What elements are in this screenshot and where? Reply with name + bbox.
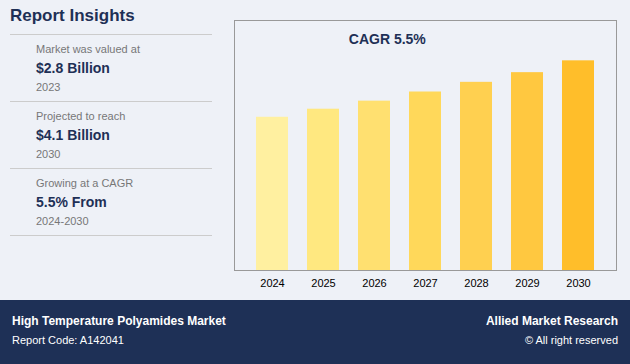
svg-text:2030: 2030 bbox=[566, 277, 590, 289]
html-text:Report Insights: Report Insights bbox=[10, 6, 135, 25]
html-text:5.5% From: 5.5% From bbox=[36, 194, 107, 210]
html-text:2023: 2023 bbox=[36, 81, 61, 93]
svg-text:CAGR 5.5%: CAGR 5.5% bbox=[349, 31, 427, 47]
svg-text:2024: 2024 bbox=[260, 277, 284, 289]
html-text:High Temperature Polyamides Ma: High Temperature Polyamides Market bbox=[12, 314, 226, 328]
html-text:Report Code: A142041: Report Code: A142041 bbox=[12, 334, 124, 346]
svg-text:2028: 2028 bbox=[464, 277, 488, 289]
svg-text:2025: 2025 bbox=[311, 277, 335, 289]
html-text:Projected to reach: Projected to reach bbox=[36, 110, 126, 122]
html-text:Allied Market Research: Allied Market Research bbox=[485, 314, 618, 328]
html-text:$2.8 Billion: $2.8 Billion bbox=[36, 60, 110, 76]
html-text:Growing at a CAGR: Growing at a CAGR bbox=[36, 177, 134, 189]
html-text:2030: 2030 bbox=[36, 148, 61, 160]
html-text:Market was valued at: Market was valued at bbox=[36, 43, 140, 55]
svg-text:2027: 2027 bbox=[413, 277, 437, 289]
html-text:© All right reserved: © All right reserved bbox=[524, 334, 618, 346]
html-text:2024-2030: 2024-2030 bbox=[36, 215, 89, 227]
svg-text:2026: 2026 bbox=[362, 277, 386, 289]
html-text:$4.1 Billion: $4.1 Billion bbox=[36, 127, 110, 143]
svg-text:2029: 2029 bbox=[515, 277, 539, 289]
